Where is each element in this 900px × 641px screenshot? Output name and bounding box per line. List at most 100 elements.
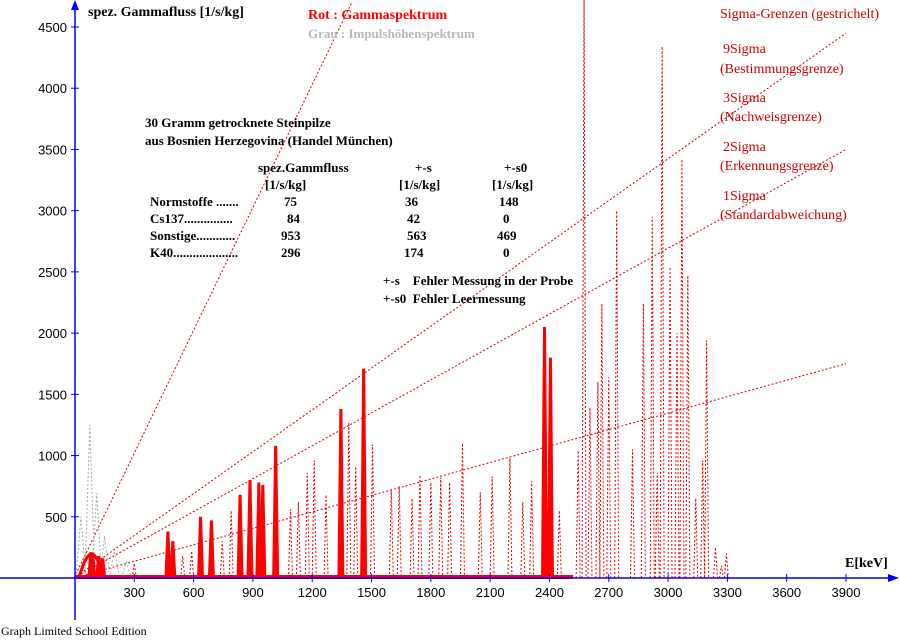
legend-red: Rot : Gammaspektrum bbox=[308, 8, 448, 23]
solid-peak bbox=[236, 494, 244, 579]
sigma-line-1sigma bbox=[73, 363, 847, 579]
sample-title-line-1: 30 Gramm getrocknete Steinpilze bbox=[145, 115, 331, 130]
table-header-flux: spez.Gammfluss bbox=[258, 160, 349, 175]
solid-peak bbox=[89, 555, 97, 579]
x-tick-label: 300 bbox=[123, 585, 145, 600]
sigma-9-label: 9Sigma bbox=[723, 42, 767, 57]
dashed-peak bbox=[131, 563, 137, 579]
table-row: K40.................... 296 174 0 bbox=[150, 245, 510, 260]
solid-peak bbox=[541, 326, 549, 579]
solid-peak bbox=[169, 541, 177, 579]
solid-peak bbox=[337, 409, 345, 579]
x-tick-label: 900 bbox=[242, 585, 264, 600]
dashed-peak bbox=[679, 159, 685, 579]
dashed-peak bbox=[700, 460, 706, 579]
note-s: +-s Fehler Messung in der Probe bbox=[383, 273, 573, 288]
row-s: 563 bbox=[407, 228, 427, 243]
gray-peak bbox=[120, 560, 132, 579]
sigma-3-desc: (Nachweisgrenze) bbox=[720, 110, 822, 125]
dashed-peak bbox=[409, 498, 415, 579]
sigma-line-2sigma bbox=[73, 149, 847, 579]
dashed-peak bbox=[556, 510, 562, 579]
dashed-peak bbox=[459, 443, 465, 579]
dashed-peak bbox=[599, 303, 605, 579]
dashed-peaks-layer bbox=[131, 0, 729, 579]
table-header-s-unit: [1/s/kg] bbox=[399, 177, 440, 192]
row-flux: 296 bbox=[281, 245, 301, 260]
dashed-peak bbox=[649, 216, 655, 579]
sigma-2-desc: (Erkennungsgrenze) bbox=[720, 159, 834, 174]
solid-peak bbox=[246, 480, 254, 579]
gray-peak bbox=[109, 550, 121, 579]
y-axis-label: spez. Gammafluss [1/s/kg] bbox=[88, 5, 244, 20]
dashed-peak bbox=[575, 450, 581, 579]
y-tick-label: 2500 bbox=[38, 265, 67, 280]
dashed-peak bbox=[388, 489, 394, 579]
sample-title-line-2: aus Bosnien Herzegovina (Handel München) bbox=[145, 133, 393, 148]
gray-peak bbox=[91, 493, 103, 579]
sigma-line-3sigma bbox=[73, 32, 847, 579]
solid-peak bbox=[259, 484, 267, 579]
table-row: Sonstige............ 953 563 469 bbox=[150, 228, 517, 243]
row-label: K40.................... bbox=[150, 245, 238, 260]
dashed-peak bbox=[685, 275, 691, 579]
dashed-peak bbox=[311, 460, 317, 579]
dashed-peak bbox=[180, 555, 186, 579]
dashed-peak bbox=[219, 541, 225, 579]
y-tick-label: 3000 bbox=[38, 204, 67, 219]
solid-peak bbox=[164, 531, 172, 579]
x-tick-label: 1500 bbox=[357, 585, 386, 600]
y-tick-label: 3500 bbox=[38, 142, 67, 157]
gray-spectrum-layer bbox=[75, 424, 132, 579]
row-s0: 0 bbox=[503, 245, 510, 260]
y-tick-label: 2000 bbox=[38, 326, 67, 341]
solid-peak bbox=[207, 520, 215, 579]
sigma-2-label: 2Sigma bbox=[723, 140, 767, 155]
dashed-peak bbox=[587, 407, 593, 579]
dashed-peak bbox=[304, 472, 310, 579]
solid-peaks-layer bbox=[75, 326, 574, 579]
x-tick-label: 2700 bbox=[594, 585, 623, 600]
row-label: Cs137............... bbox=[150, 211, 233, 226]
dashed-peak bbox=[295, 502, 301, 579]
dashed-peak bbox=[595, 382, 601, 579]
solid-peak bbox=[99, 558, 107, 579]
x-tick-label: 3000 bbox=[654, 585, 683, 600]
dashed-peak bbox=[654, 472, 660, 579]
dashed-peak bbox=[581, 0, 587, 579]
dashed-peak bbox=[674, 333, 680, 579]
x-tick-label: 1200 bbox=[298, 585, 327, 600]
dashed-peak bbox=[529, 481, 535, 579]
row-s: 42 bbox=[407, 211, 420, 226]
table-header-s0-unit: [1/s/kg] bbox=[492, 177, 533, 192]
note-s0: +-s0 Fehler Leermessung bbox=[383, 291, 526, 306]
sigma-legend-title: Sigma-Grenzen (gestrichelt) bbox=[720, 7, 879, 22]
dashed-peak bbox=[346, 422, 352, 579]
y-tick-label: 4000 bbox=[38, 81, 67, 96]
legend-gray: Grau : Impulshöhenspektrum bbox=[308, 26, 475, 41]
dashed-peak bbox=[370, 444, 376, 579]
solid-peak bbox=[272, 445, 280, 579]
row-s0: 469 bbox=[497, 228, 517, 243]
solid-peak bbox=[360, 368, 368, 579]
dashed-peak bbox=[723, 553, 729, 579]
dashed-peak bbox=[693, 498, 699, 579]
row-s: 174 bbox=[404, 245, 424, 260]
dashed-peak bbox=[659, 46, 665, 579]
x-axis-label: E[keV] bbox=[845, 556, 888, 571]
dashed-peak bbox=[287, 509, 293, 579]
row-flux: 84 bbox=[287, 211, 301, 226]
dashed-peak bbox=[477, 492, 483, 579]
x-tick-label: 2100 bbox=[476, 585, 505, 600]
table-header-flux-unit: [1/s/kg] bbox=[265, 177, 306, 192]
dashed-peak bbox=[417, 475, 423, 579]
y-tick-label: 1000 bbox=[38, 449, 67, 464]
sigma-1-desc: (Standardabweichung) bbox=[720, 208, 847, 223]
dashed-peak bbox=[704, 340, 710, 579]
solid-peak bbox=[546, 357, 554, 579]
sigma-line-9sigma bbox=[73, 2, 353, 579]
dashed-peak bbox=[228, 510, 234, 579]
row-s0: 148 bbox=[499, 194, 519, 209]
